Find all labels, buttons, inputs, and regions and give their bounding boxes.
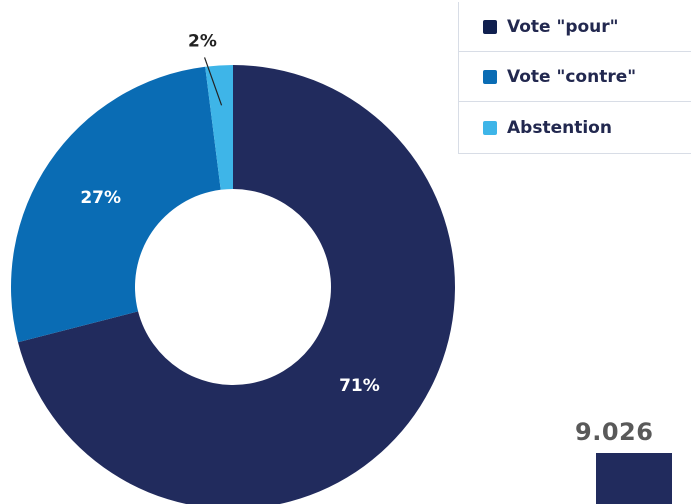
legend-item-abstention: Abstention <box>459 102 691 154</box>
legend-item-pour: Vote "pour" <box>459 2 691 52</box>
legend-label-abstention: Abstention <box>507 117 612 138</box>
donut-slice-abstention <box>205 65 233 190</box>
legend-swatch-abstention <box>483 120 497 135</box>
donut-slices <box>10 65 455 504</box>
legend-swatch-contre <box>483 69 497 84</box>
data-label-abstention: 2% <box>188 31 217 51</box>
data-label-pour: 71% <box>339 376 380 396</box>
legend-label-contre: Vote "contre" <box>507 66 637 87</box>
legend-label-pour: Vote "pour" <box>507 16 619 37</box>
data-label-contre: 27% <box>80 188 121 208</box>
donut-chart: 71% 27% 2% <box>10 31 455 504</box>
donut-labels: 71% 27% 2% <box>80 31 379 396</box>
total-bar <box>596 453 672 504</box>
leader-line-abstention <box>203 57 223 106</box>
total-value: 9.026 <box>575 418 654 446</box>
legend: Vote "pour" Vote "contre" Abstention <box>458 2 691 154</box>
donut-slice-pour <box>17 65 455 504</box>
donut-slice-contre <box>10 66 221 343</box>
legend-item-contre: Vote "contre" <box>459 52 691 102</box>
legend-swatch-pour <box>483 19 497 34</box>
